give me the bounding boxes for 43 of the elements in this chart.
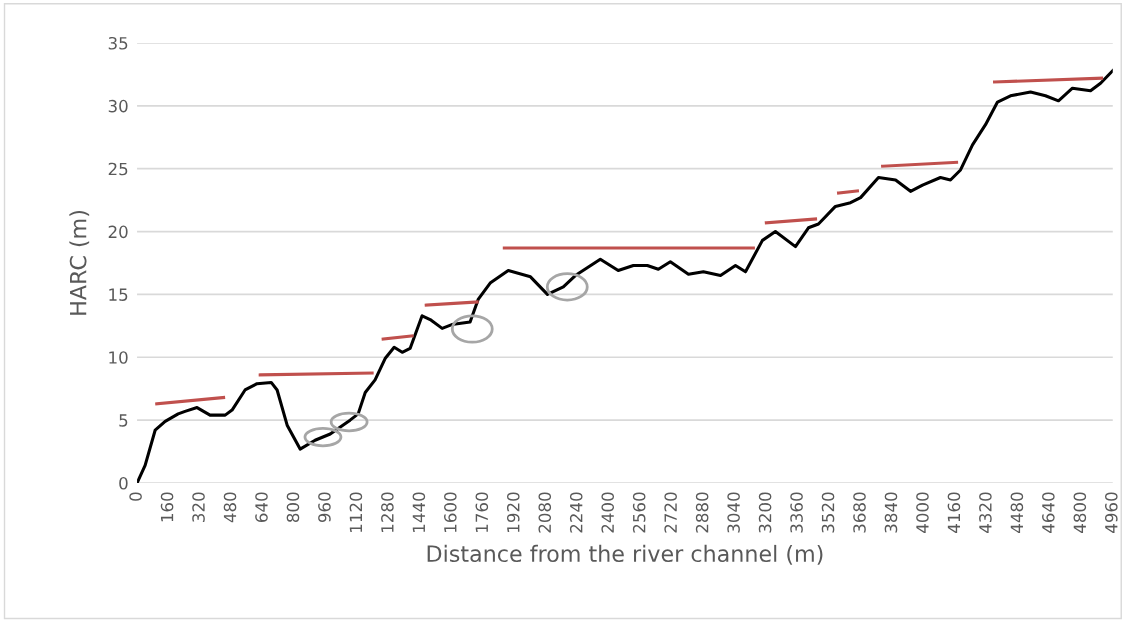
x-tick-label: 4480: [1010, 492, 1024, 533]
x-tick-label: 640: [255, 492, 268, 522]
x-tick-label: 3520: [821, 492, 835, 533]
x-tick-label: 2720: [664, 492, 677, 533]
x-tick-label: 800: [286, 492, 300, 523]
x-tick-label: 4800: [1073, 492, 1087, 533]
x-tick-label: 3200: [758, 492, 772, 533]
x-tick-label: 2400: [601, 492, 615, 533]
x-tick-label: 4160: [947, 492, 961, 533]
y-tick-label: 25: [108, 162, 128, 176]
x-tick-label: 3360: [790, 492, 803, 533]
x-axis-title: Distance from the river channel (m): [427, 544, 823, 565]
y-tick-label: 15: [109, 288, 128, 301]
x-tick-label: 0: [129, 492, 142, 501]
x-tick-label: 3840: [884, 492, 898, 533]
x-tick-label: 1760: [475, 492, 489, 532]
y-tick-label: 30: [108, 99, 128, 113]
x-tick-label: 480: [223, 492, 237, 523]
x-tick-label: 1920: [506, 492, 520, 532]
x-tick-label: 4000: [916, 492, 929, 533]
x-tick-label: 2240: [569, 492, 583, 533]
y-tick-label: 0: [119, 476, 128, 490]
y-tick-label: 5: [119, 414, 128, 427]
x-tick-label: 160: [160, 492, 174, 522]
x-tick-label: 1280: [381, 492, 394, 532]
x-tick-label: 1440: [412, 492, 426, 532]
x-tick-label: 2880: [695, 492, 709, 533]
x-tick-label: 1120: [349, 492, 363, 532]
x-tick-label: 2560: [632, 492, 646, 533]
x-tick-label: 4320: [979, 492, 992, 533]
x-tick-label: 320: [192, 492, 205, 522]
y-tick-label: 20: [108, 225, 128, 239]
y-tick-label: 10: [109, 351, 128, 364]
x-tick-label: 3680: [853, 492, 866, 533]
x-tick-label: 4960: [1105, 492, 1118, 533]
x-tick-label: 3040: [727, 492, 740, 533]
x-tick-label: 2080: [538, 492, 552, 533]
x-tick-label: 1600: [444, 492, 457, 532]
y-tick-label: 35: [108, 36, 128, 50]
x-tick-label: 960: [318, 492, 331, 523]
x-tick-label: 4640: [1042, 492, 1055, 533]
line-series: [137, 69, 1113, 484]
y-axis-title: HARC (m): [69, 211, 90, 315]
